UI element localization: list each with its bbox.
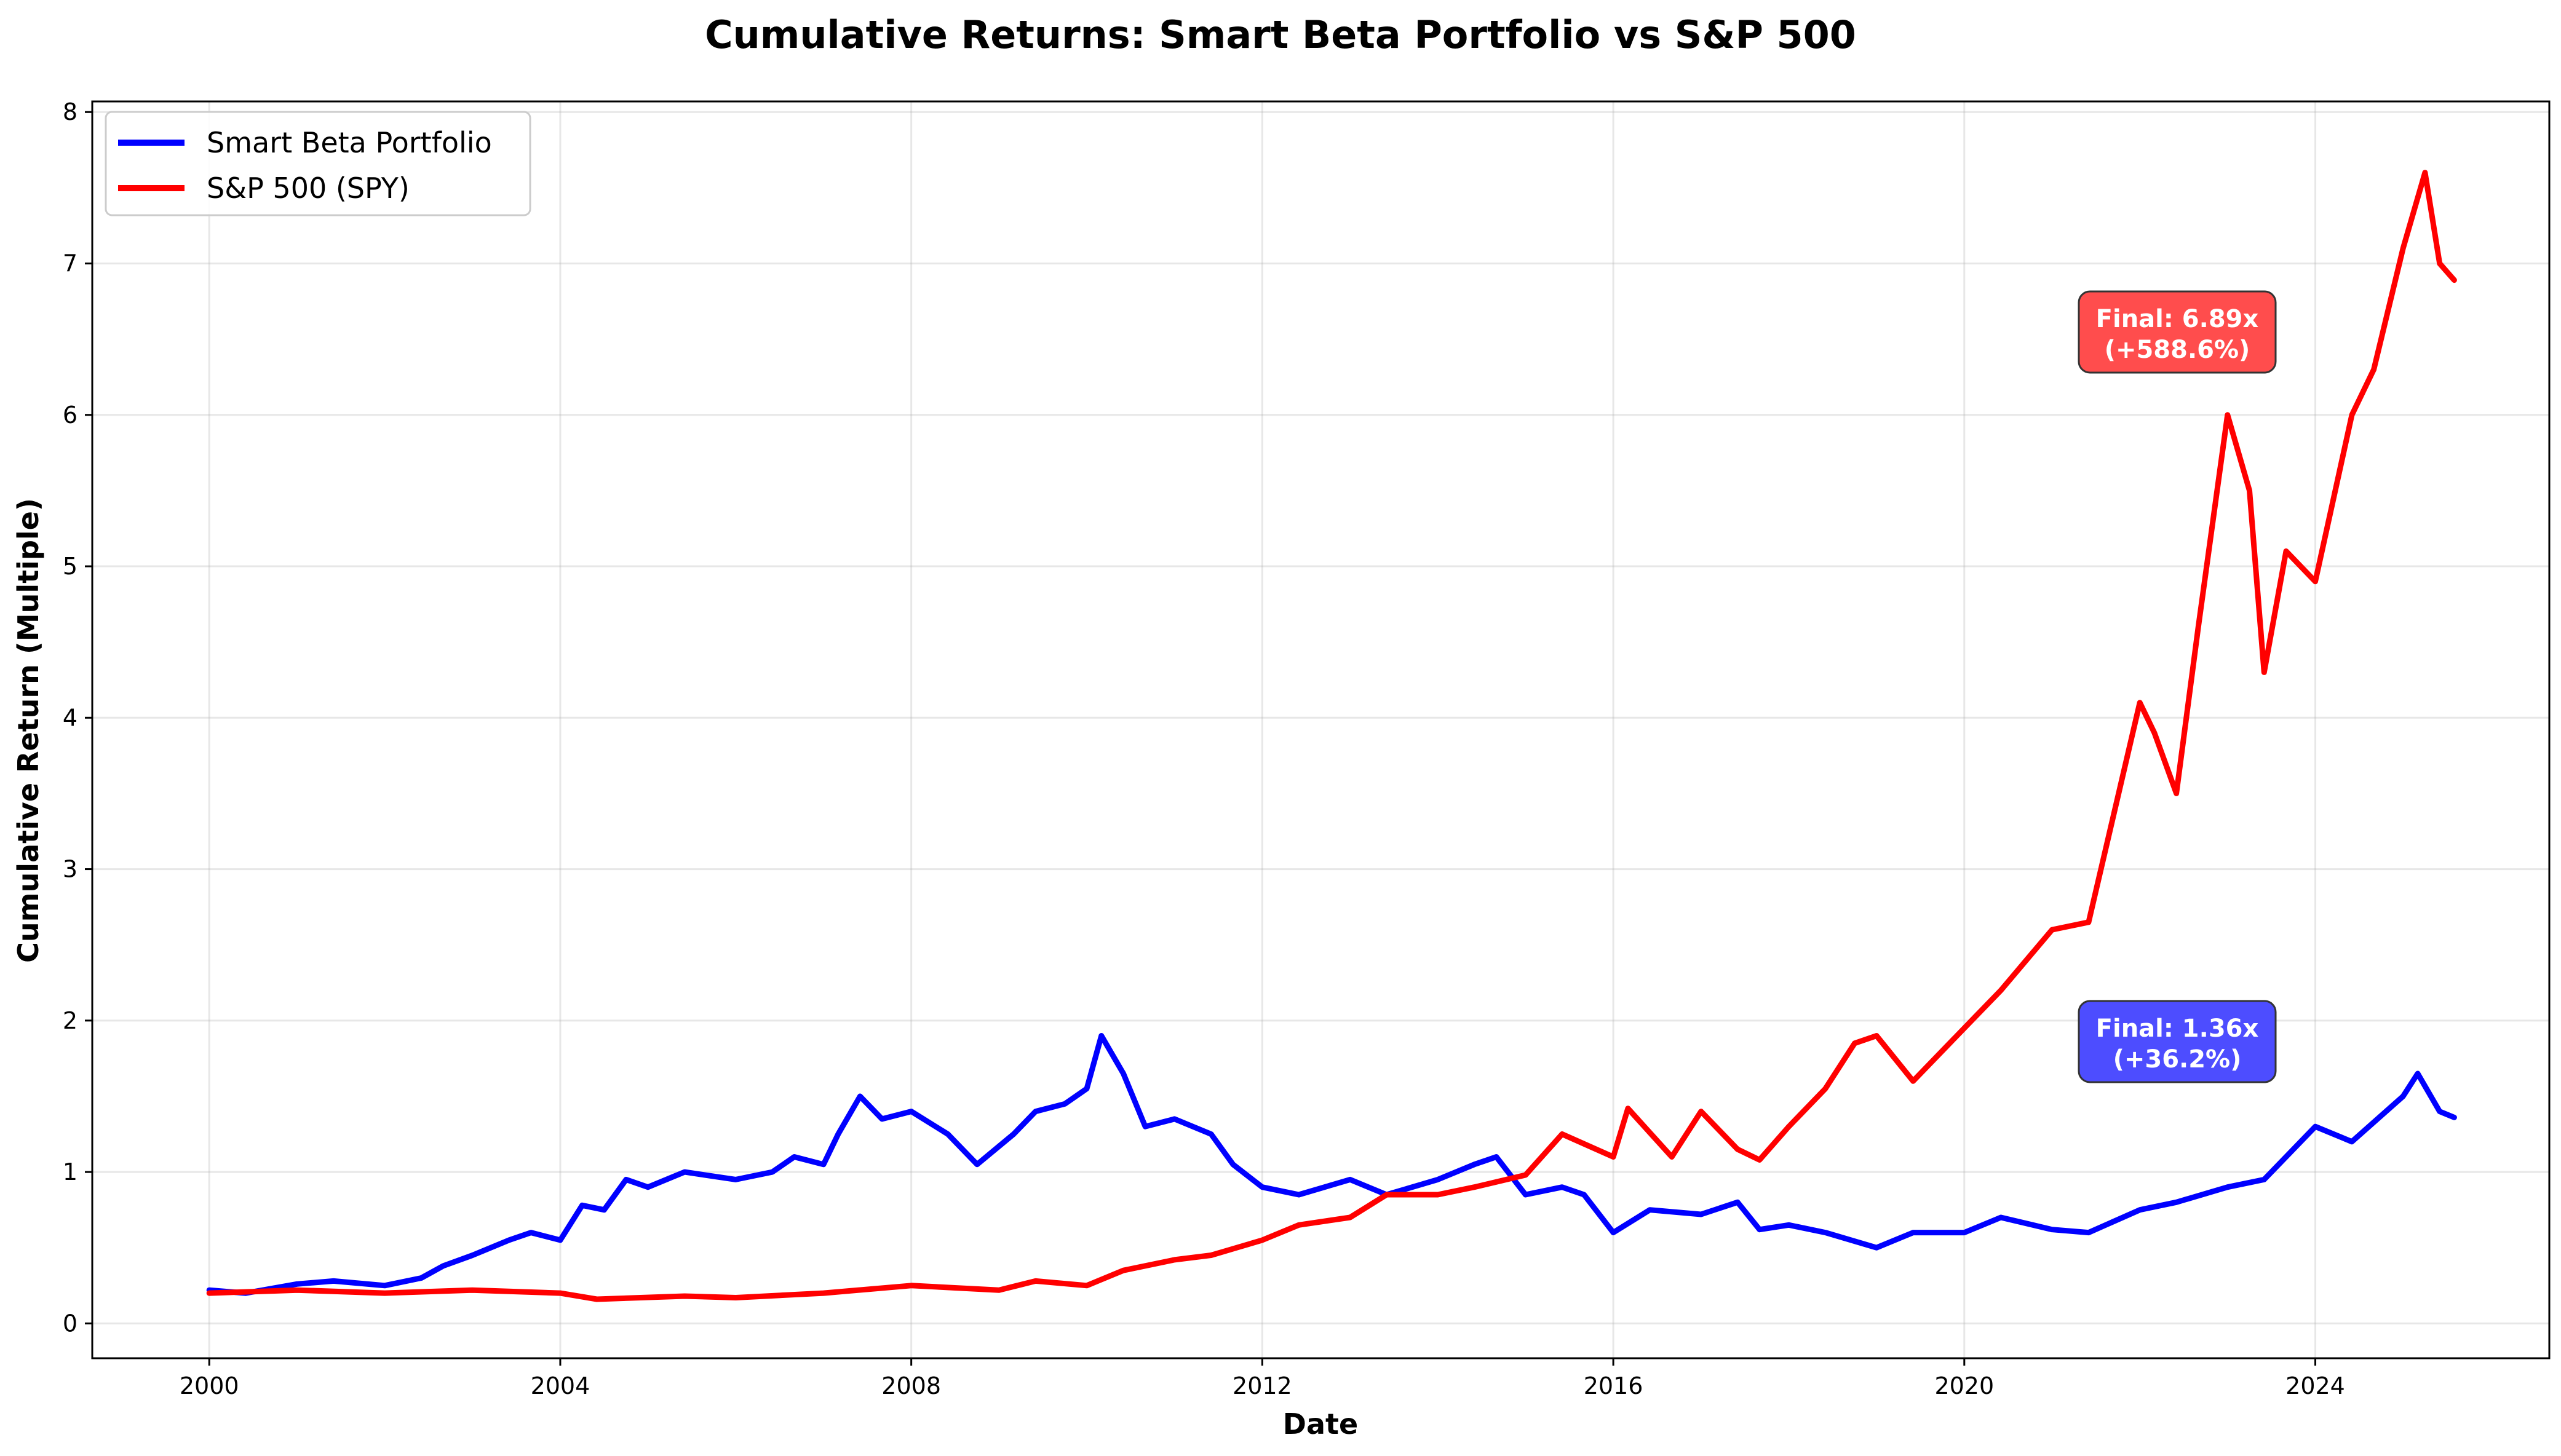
x-tick-label: 2000 — [180, 1372, 239, 1399]
series-line-smart-beta — [206, 1033, 2457, 1296]
y-tick-label: 1 — [63, 1158, 77, 1185]
annotation-sp500-final: Final: 6.89x (+588.6%) — [2078, 290, 2277, 374]
annotation-box — [2078, 290, 2277, 374]
x-tick-label: 2024 — [2285, 1372, 2345, 1399]
y-axis-label: Cumulative Return (Multiple) — [12, 498, 45, 963]
legend-label-sp500: S&P 500 (SPY) — [207, 172, 410, 205]
x-tick-label: 2012 — [1233, 1372, 1292, 1399]
y-tick-label: 7 — [63, 250, 77, 277]
legend-box — [105, 111, 531, 216]
y-tick-label: 0 — [63, 1310, 77, 1337]
legend-label-smart-beta: Smart Beta Portfolio — [207, 126, 492, 159]
series-line-sp500 — [206, 170, 2457, 1302]
x-tick-label: 2004 — [531, 1372, 590, 1399]
plot-area-frame — [91, 100, 2551, 1359]
series-layer — [206, 170, 2457, 1302]
legend: Smart Beta Portfolio S&P 500 (SPY) — [105, 111, 531, 216]
x-tick-label: 2008 — [881, 1372, 941, 1399]
y-axis-ticks: 0 1 2 3 4 5 6 7 8 — [63, 98, 92, 1337]
y-tick-label: 8 — [63, 98, 77, 125]
y-tick-label: 2 — [63, 1007, 77, 1034]
y-tick-label: 4 — [63, 704, 77, 731]
annotation-line1: Final: 1.36x — [2096, 1015, 2259, 1043]
annotation-line1: Final: 6.89x — [2096, 305, 2259, 333]
annotation-line2: (+36.2%) — [2113, 1045, 2242, 1074]
y-tick-label: 6 — [63, 402, 77, 429]
chart-title: Cumulative Returns: Smart Beta Portfolio… — [705, 12, 1856, 57]
annotation-box — [2078, 1000, 2277, 1083]
x-tick-label: 2016 — [1584, 1372, 1643, 1399]
x-tick-label: 2020 — [1934, 1372, 1994, 1399]
y-tick-label: 3 — [63, 856, 77, 883]
annotation-line2: (+588.6%) — [2105, 336, 2250, 364]
y-tick-label: 5 — [63, 553, 77, 580]
x-axis-ticks: 2000 2004 2008 2012 2016 2020 2024 — [180, 1358, 2345, 1399]
x-axis-label: Date — [1283, 1407, 1358, 1441]
grid — [92, 101, 2549, 1358]
annotation-smart-beta-final: Final: 1.36x (+36.2%) — [2078, 1000, 2277, 1083]
